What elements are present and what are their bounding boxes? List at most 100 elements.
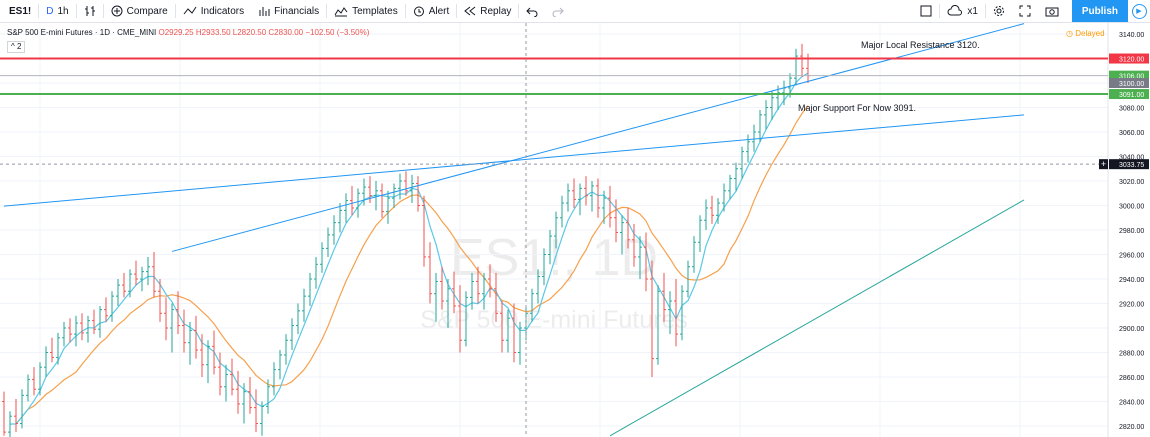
zoom-selector[interactable]: x1 — [940, 0, 985, 22]
legend-high: H2933.50 — [195, 28, 231, 37]
delayed-badge: ◷ Delayed — [1066, 29, 1105, 38]
slow-moving-average-line — [15, 105, 809, 425]
crosshair-plus-button — [1099, 159, 1108, 170]
divider — [102, 4, 104, 18]
price-tick-label: 3000.00 — [1119, 204, 1144, 211]
price-label-box — [1109, 159, 1149, 170]
lower-channel-line — [609, 199, 1025, 437]
price-label-box — [1109, 78, 1149, 89]
legend-low: L2820.50 — [232, 28, 267, 37]
compare-button[interactable]: Compare — [104, 0, 175, 22]
undo-button[interactable] — [519, 0, 545, 22]
price-tick-label: 2920.00 — [1119, 301, 1144, 308]
interval-selector[interactable]: D 1h — [39, 0, 75, 22]
legend-open: O2929.25 — [158, 28, 194, 37]
compare-label: Compare — [126, 5, 168, 17]
expand-icon — [1019, 5, 1031, 17]
indicators-icon — [183, 6, 197, 15]
divider — [984, 4, 986, 18]
price-tick-label: 2980.00 — [1119, 228, 1144, 235]
replay-label: Replay — [480, 5, 512, 17]
price-label-text: 3106.00 — [1119, 74, 1144, 81]
support-annotation[interactable]: Major Support For Now 3091. — [798, 103, 917, 113]
alert-label: Alert — [428, 5, 450, 17]
symbol-label: ES1! — [9, 5, 32, 17]
indicators-label: Indicators — [200, 5, 245, 17]
divider — [939, 4, 941, 18]
divider — [38, 4, 40, 18]
price-tick-label: 3040.00 — [1119, 155, 1144, 162]
indicators-button[interactable]: Indicators — [176, 0, 251, 22]
templates-label: Templates — [352, 5, 398, 17]
price-chart[interactable]: 2820.00 2840.00 2860.00 2880.00 2900.00 2920.… — [0, 23, 1150, 437]
watermark-symbol: ES1!, 1D — [449, 229, 659, 287]
price-tick-label: 2960.00 — [1119, 252, 1144, 259]
price-label-box — [1109, 53, 1149, 64]
price-tick-label: 3140.00 — [1119, 32, 1144, 39]
price-tick-label: 3020.00 — [1119, 179, 1144, 186]
symbol-search[interactable]: ES1! — [0, 0, 38, 22]
resistance-annotation[interactable]: Major Local Resistance 3120. — [861, 40, 980, 50]
top-toolbar: ES1! D 1h Compare Indicators Financials … — [0, 0, 1150, 23]
legend-collapse-button[interactable]: ^ 2 — [7, 41, 26, 53]
camera-icon — [1045, 7, 1059, 17]
alert-button[interactable]: Alert — [406, 0, 457, 22]
redo-icon — [552, 7, 565, 17]
play-icon: ▶ — [1131, 3, 1147, 19]
legend-change: −102.50 (−3.50%) — [305, 28, 370, 37]
toolbar-right-group: x1 Publish ▶ — [913, 0, 1150, 22]
undo-icon — [526, 7, 538, 17]
gear-icon — [993, 6, 1004, 16]
publish-label: Publish — [1081, 5, 1118, 17]
chart-legend: S&P 500 E-mini Futures · 1D · CME_MINI O… — [7, 28, 369, 37]
rewind-icon — [464, 6, 476, 16]
bar-chart-icon — [84, 6, 95, 16]
publish-button[interactable]: Publish — [1071, 0, 1128, 22]
divider — [404, 4, 406, 18]
divider — [456, 4, 458, 18]
price-label-text: 3091.00 — [1119, 92, 1144, 99]
price-label-text: 3120.00 — [1119, 57, 1144, 64]
price-tick-label: 2880.00 — [1119, 350, 1144, 357]
price-label-text: 3100.00 — [1119, 81, 1144, 88]
settings-button[interactable] — [986, 0, 1012, 22]
chart-type-button[interactable] — [77, 0, 103, 22]
plus-circle-icon — [111, 5, 123, 17]
chevron-up-icon: ^ — [11, 42, 15, 51]
snapshot-button[interactable] — [1038, 0, 1066, 22]
financials-icon — [259, 7, 270, 16]
price-tick-label: 2840.00 — [1119, 399, 1144, 406]
interval-label: 1h — [57, 5, 69, 17]
divider — [326, 4, 328, 18]
alarm-clock-icon — [413, 6, 424, 17]
replay-button[interactable]: Replay — [457, 0, 518, 22]
price-label-box — [1109, 70, 1149, 81]
middle-trendline — [3, 114, 1025, 207]
plus-icon: + — [1101, 159, 1106, 169]
divider — [174, 4, 176, 18]
price-tick-label: 3080.00 — [1119, 106, 1144, 113]
price-label-text: 3033.75 — [1119, 162, 1144, 169]
price-tick-label: 2860.00 — [1119, 375, 1144, 382]
play-button[interactable]: ▶ — [1128, 0, 1150, 22]
collapse-count: 2 — [17, 42, 22, 51]
price-label-box — [1109, 89, 1149, 100]
legend-close: C2830.00 — [268, 28, 304, 37]
watermark-name: S&P 500 E-mini Futures — [420, 306, 688, 334]
financials-button[interactable]: Financials — [251, 0, 326, 22]
expand-button[interactable] — [1012, 0, 1038, 22]
cloud-icon — [947, 5, 963, 16]
clock-icon: ◷ — [1066, 29, 1073, 38]
financials-label: Financials — [274, 5, 320, 17]
templates-icon — [334, 7, 348, 17]
price-tick-label: 2940.00 — [1119, 277, 1144, 284]
legend-title: S&P 500 E-mini Futures · 1D · CME_MINI — [7, 28, 157, 37]
fast-moving-average-line — [9, 72, 809, 425]
templates-button[interactable]: Templates — [327, 0, 405, 22]
interval-icon: D — [46, 5, 54, 17]
redo-button[interactable] — [545, 0, 571, 22]
divider — [75, 4, 77, 18]
fullscreen-toggle[interactable] — [913, 0, 939, 22]
divider — [518, 4, 520, 18]
price-tick-label: 2900.00 — [1119, 326, 1144, 333]
